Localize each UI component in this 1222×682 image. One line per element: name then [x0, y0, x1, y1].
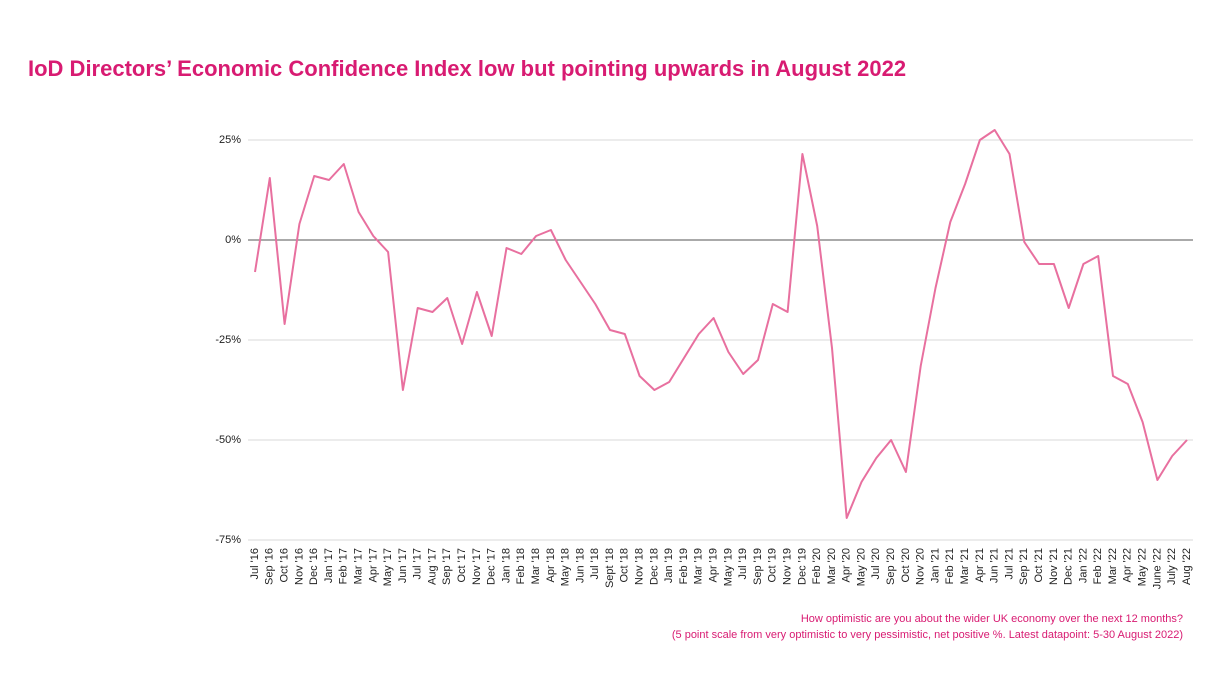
- x-tick-label: Sep '16: [264, 548, 276, 585]
- x-tick-label: Jun '18: [574, 548, 586, 583]
- x-tick-label: Feb '17: [338, 548, 350, 584]
- x-tick-label: Jul '21: [1003, 548, 1015, 579]
- chart-title: IoD Directors’ Economic Confidence Index…: [28, 56, 906, 81]
- x-tick-label: May '18: [560, 548, 572, 586]
- x-tick-label: Feb '19: [678, 548, 690, 584]
- x-tick-label: Jul '16: [249, 548, 261, 579]
- x-tick-label: Sep '21: [1018, 548, 1030, 585]
- x-tick-label: Apr '18: [545, 548, 557, 583]
- x-tick-label: May '22: [1137, 548, 1149, 586]
- x-tick-label: Dec '16: [308, 548, 320, 585]
- y-tick-label: 0%: [225, 234, 241, 246]
- x-tick-label: Jul '18: [589, 548, 601, 579]
- x-tick-label: Mar '21: [959, 548, 971, 584]
- x-tick-label: Nov '18: [634, 548, 646, 585]
- footnote: (5 point scale from very optimistic to v…: [672, 629, 1183, 641]
- footnote: How optimistic are you about the wider U…: [801, 613, 1183, 625]
- x-tick-label: July '22: [1166, 548, 1178, 585]
- x-tick-label: Apr '22: [1122, 548, 1134, 583]
- x-tick-label: Jan '17: [323, 548, 335, 583]
- x-tick-label: Dec '19: [796, 548, 808, 585]
- x-tick-label: Mar '22: [1107, 548, 1119, 584]
- x-tick-label: Jul '19: [737, 548, 749, 579]
- x-tick-label: Apr '19: [708, 548, 720, 583]
- x-tick-label: Jul '20: [870, 548, 882, 579]
- x-tick-label: Dec '21: [1063, 548, 1075, 585]
- x-tick-label: Sep '20: [885, 548, 897, 585]
- x-tick-label: Mar '19: [693, 548, 705, 584]
- x-tick-label: Jan '21: [929, 548, 941, 583]
- y-tick-label: -75%: [215, 534, 241, 546]
- x-tick-label: Oct '18: [619, 548, 631, 583]
- x-tick-label: Mar '20: [826, 548, 838, 584]
- x-tick-label: Mar '18: [530, 548, 542, 584]
- x-tick-label: May '17: [382, 548, 394, 586]
- x-tick-label: May '20: [855, 548, 867, 586]
- x-tick-label: Jun '17: [397, 548, 409, 583]
- x-tick-label: Oct '19: [767, 548, 779, 583]
- x-tick-label: May '19: [722, 548, 734, 586]
- x-tick-label: Aug '22: [1181, 548, 1193, 585]
- x-tick-label: Dec '18: [648, 548, 660, 585]
- x-tick-label: Jul '17: [412, 548, 424, 579]
- x-tick-label: Apr '20: [841, 548, 853, 583]
- x-tick-label: Aug '17: [426, 548, 438, 585]
- x-tick-label: Sep '17: [441, 548, 453, 585]
- x-tick-label: Nov '19: [781, 548, 793, 585]
- x-tick-label: Jun '21: [989, 548, 1001, 583]
- x-tick-label: Nov '17: [471, 548, 483, 585]
- x-tick-label: Oct '16: [278, 548, 290, 583]
- x-tick-label: Apr '21: [974, 548, 986, 583]
- y-tick-label: -25%: [215, 334, 241, 346]
- x-tick-label: Feb '18: [515, 548, 527, 584]
- x-tick-label: Jan '19: [663, 548, 675, 583]
- x-tick-label: Oct '21: [1033, 548, 1045, 583]
- x-tick-label: Oct '20: [900, 548, 912, 583]
- x-tick-label: Jan '22: [1077, 548, 1089, 583]
- x-tick-label: Feb '21: [944, 548, 956, 584]
- data-line: [254, 129, 1188, 519]
- x-tick-label: Mar '17: [352, 548, 364, 584]
- x-tick-label: Sept '18: [604, 548, 616, 588]
- x-tick-label: Nov '20: [915, 548, 927, 585]
- y-tick-label: 25%: [219, 134, 241, 146]
- x-tick-label: Nov '16: [293, 548, 305, 585]
- x-tick-label: June '22: [1151, 548, 1163, 589]
- x-tick-label: Nov '21: [1048, 548, 1060, 585]
- x-tick-label: Feb '22: [1092, 548, 1104, 584]
- x-tick-label: Feb '20: [811, 548, 823, 584]
- x-tick-label: Jan '18: [500, 548, 512, 583]
- x-tick-label: Oct '17: [456, 548, 468, 583]
- x-tick-label: Apr '17: [367, 548, 379, 583]
- x-tick-label: Sep '19: [752, 548, 764, 585]
- x-tick-label: Dec '17: [486, 548, 498, 585]
- y-tick-label: -50%: [215, 434, 241, 446]
